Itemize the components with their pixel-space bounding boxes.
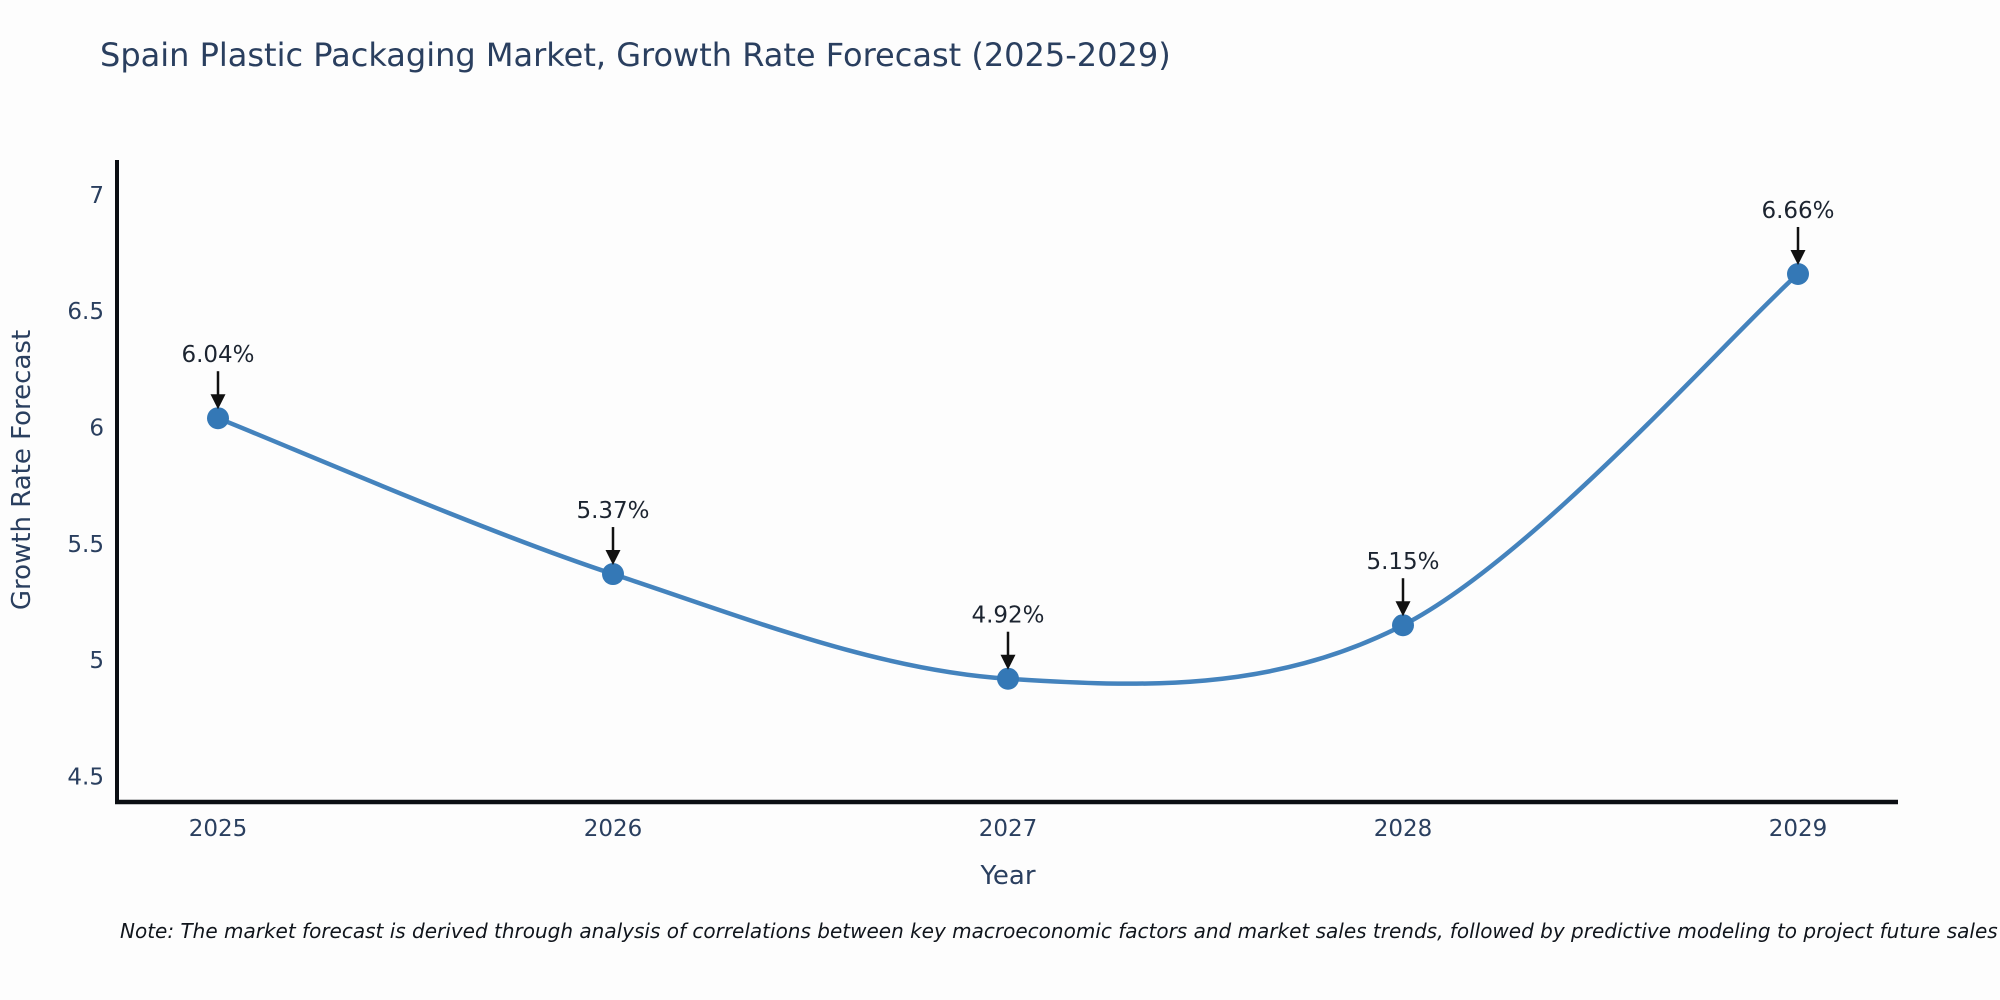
y-axis-tick-labels: 4.5 5 5.5 6 6.5 7: [67, 183, 104, 791]
y-tick-label: 6.5: [67, 299, 104, 325]
y-tick-label: 5.5: [67, 532, 104, 558]
data-point-marker: [1787, 262, 1809, 285]
annotation-arrowhead-icon: [605, 550, 621, 566]
y-tick-label: 5: [89, 648, 104, 674]
x-tick-label: 2025: [189, 816, 248, 842]
point-value-label: 4.92%: [971, 603, 1044, 629]
data-point-markers: [207, 262, 1809, 690]
annotation-arrowhead-icon: [1395, 601, 1411, 617]
annotation-arrowhead-icon: [1000, 654, 1016, 670]
data-point-marker: [997, 667, 1019, 690]
x-tick-label: 2027: [979, 816, 1038, 842]
footnote: Note: The market forecast is derived thr…: [120, 919, 1998, 943]
x-tick-label: 2026: [584, 816, 643, 842]
x-tick-label: 2029: [1769, 816, 1828, 842]
data-point-marker: [207, 407, 229, 430]
chart-title: Spain Plastic Packaging Market, Growth R…: [100, 36, 1171, 74]
y-axis-title: Growth Rate Forecast: [7, 330, 37, 610]
y-tick-label: 6: [89, 416, 104, 442]
data-point-marker: [1392, 614, 1414, 637]
y-tick-label: 4.5: [67, 764, 104, 790]
point-value-label: 6.66%: [1761, 198, 1834, 224]
annotation-arrowhead-icon: [210, 394, 226, 410]
point-value-label: 5.15%: [1366, 549, 1439, 575]
y-tick-label: 7: [89, 183, 104, 209]
x-tick-label: 2028: [1374, 816, 1433, 842]
point-value-label: 6.04%: [181, 342, 254, 368]
point-annotations: 6.04% 5.37% 4.92% 5.15% 6.66%: [181, 198, 1835, 670]
annotation-arrowhead-icon: [1790, 249, 1806, 265]
point-value-label: 5.37%: [576, 498, 649, 524]
x-axis-tick-labels: 2025 2026 2027 2028 2029: [189, 816, 1828, 842]
data-point-marker: [602, 563, 624, 586]
x-axis-title: Year: [979, 861, 1035, 891]
